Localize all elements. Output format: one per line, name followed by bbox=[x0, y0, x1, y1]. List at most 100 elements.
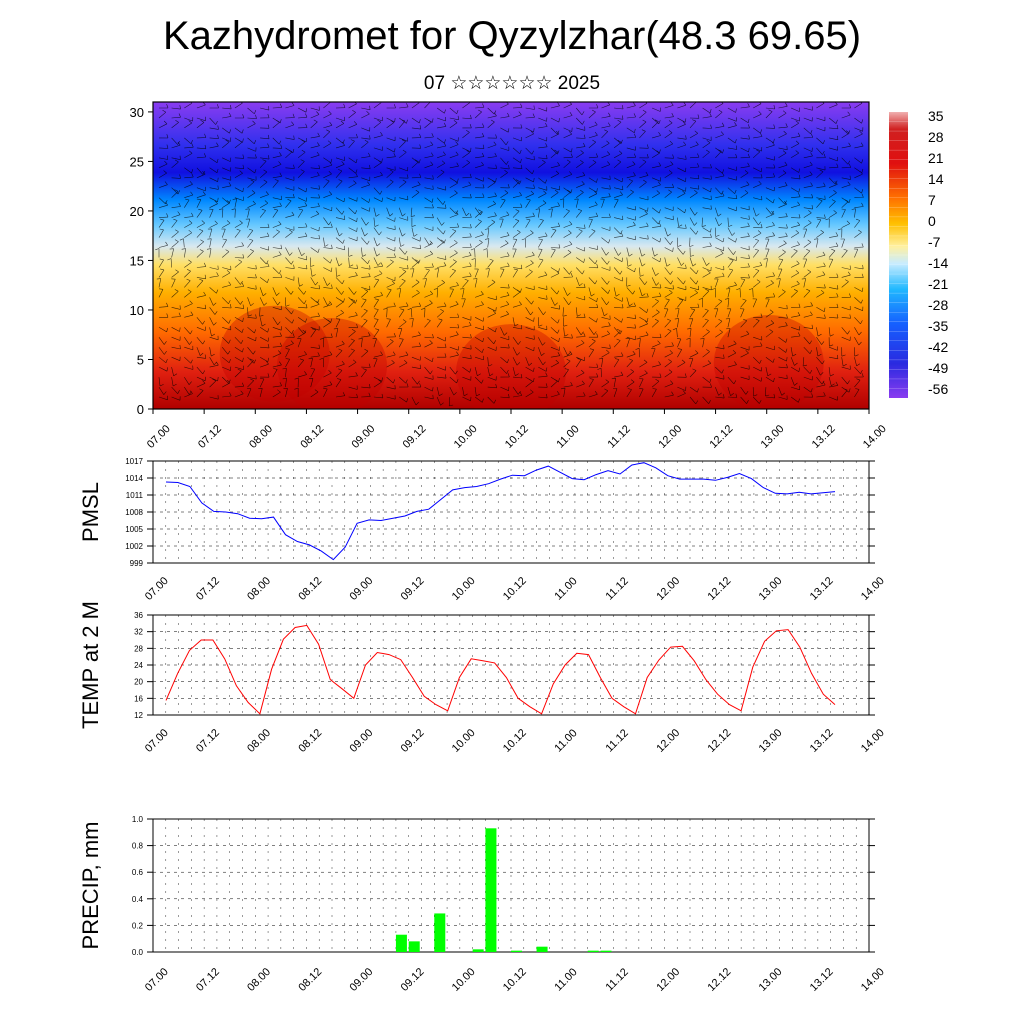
x-tick-label: 07.12 bbox=[196, 423, 224, 451]
colorbar-label: 35 bbox=[928, 108, 944, 124]
x-tick-label: 11.00 bbox=[554, 423, 581, 450]
precip-bar bbox=[408, 941, 420, 952]
pmsl-x-label: 11.00 bbox=[552, 575, 579, 602]
x-tick-label: 13.00 bbox=[759, 423, 787, 451]
precip-bar bbox=[395, 934, 407, 952]
warm-core-0 bbox=[219, 305, 330, 402]
x-tick-label: 12.12 bbox=[707, 423, 735, 451]
colorbar-label: 14 bbox=[928, 171, 944, 187]
precip-x-label: 12.12 bbox=[705, 966, 733, 994]
temp-x-label: 13.00 bbox=[757, 727, 785, 755]
pmsl-x-label: 10.00 bbox=[450, 575, 478, 603]
precip-panel: 0.0 0.2 0.4 0.6 0.8 1.0 07.00 07.12 08.00 08.12 09… bbox=[78, 815, 887, 994]
x-tick-label: 14.00 bbox=[861, 423, 889, 451]
wind-barb-paths bbox=[155, 102, 864, 407]
precip-x-label: 11.12 bbox=[603, 966, 630, 993]
pmsl-y-label: 1005 bbox=[125, 525, 143, 534]
precip-x-label: 09.00 bbox=[347, 966, 375, 994]
x-tick-label: 10.00 bbox=[452, 423, 480, 451]
heatmap-field bbox=[153, 102, 869, 409]
precip-y-label: 1.0 bbox=[132, 815, 144, 824]
pmsl-series-line bbox=[165, 462, 836, 561]
temp-y-label: 16 bbox=[134, 694, 143, 703]
y-tick-label: 25 bbox=[130, 154, 144, 169]
temp-ylabel: TEMP at 2 M bbox=[78, 601, 103, 729]
colorbar-label: -14 bbox=[928, 255, 948, 271]
temp-x-label: 07.00 bbox=[143, 727, 171, 755]
precip-y-label: 0.0 bbox=[132, 948, 144, 957]
y-tick-label: 30 bbox=[130, 105, 144, 120]
temp-x-label: 09.12 bbox=[399, 727, 427, 755]
pmsl-ylabel: PMSL bbox=[78, 482, 103, 542]
x-tick-label: 10.12 bbox=[503, 423, 531, 451]
x-tick-label: 09.12 bbox=[401, 423, 429, 451]
temp-y-label: 12 bbox=[134, 711, 143, 720]
pmsl-x-label: 12.00 bbox=[654, 575, 682, 603]
precip-x-label: 13.12 bbox=[808, 966, 836, 994]
pmsl-y-label: 1014 bbox=[125, 474, 143, 483]
precip-x-label: 10.00 bbox=[450, 966, 478, 994]
precip-x-label: 07.12 bbox=[194, 966, 222, 994]
pmsl-y-label: 1008 bbox=[125, 508, 143, 517]
precip-bar bbox=[434, 913, 446, 952]
temp-x-label: 12.00 bbox=[654, 727, 682, 755]
colorbar-label: -35 bbox=[928, 318, 948, 334]
temp-y-label: 36 bbox=[134, 611, 143, 620]
precip-bar bbox=[472, 949, 484, 952]
precip-y-label: 0.4 bbox=[132, 895, 144, 904]
temp-y-label: 24 bbox=[134, 661, 143, 670]
temp-x-label: 12.12 bbox=[705, 727, 733, 755]
temp-x-label: 10.12 bbox=[501, 727, 529, 755]
temp-2m-panel: 12 16 20 24 28 32 36 07.00 07.12 08.00 08.12 09.00 0… bbox=[78, 601, 887, 755]
x-tick-label: 07.00 bbox=[145, 423, 173, 451]
chart-title: Kazhydromet for Qyzylzhar(48.3 69.65) bbox=[162, 14, 862, 58]
pmsl-x-label: 12.12 bbox=[705, 575, 733, 603]
precip-y-label: 0.2 bbox=[132, 921, 144, 930]
precip-x-label: 14.00 bbox=[859, 966, 887, 994]
pmsl-x-label: 09.00 bbox=[347, 575, 375, 603]
temp-x-label: 08.12 bbox=[296, 727, 324, 755]
pmsl-x-label: 07.00 bbox=[143, 575, 171, 603]
temp-x-label: 10.00 bbox=[450, 727, 478, 755]
pmsl-x-label: 13.00 bbox=[757, 575, 785, 603]
temp-x-label: 09.00 bbox=[347, 727, 375, 755]
x-tick-label: 13.12 bbox=[810, 423, 838, 451]
colorbar-label: -7 bbox=[928, 234, 941, 250]
temp-series-line bbox=[165, 624, 836, 715]
precip-x-label: 10.12 bbox=[501, 966, 529, 994]
precip-x-label: 12.00 bbox=[654, 966, 682, 994]
y-tick-label: 15 bbox=[130, 253, 144, 268]
pmsl-x-label: 11.12 bbox=[603, 575, 630, 602]
x-tick-label: 12.00 bbox=[656, 423, 684, 451]
chart-subtitle: 07 ☆☆☆☆☆☆ 2025 bbox=[423, 73, 601, 94]
temp-x-label: 11.12 bbox=[603, 727, 630, 754]
temp-x-label: 14.00 bbox=[859, 727, 887, 755]
pmsl-x-label: 10.12 bbox=[501, 575, 529, 603]
x-tick-label: 08.00 bbox=[247, 423, 275, 451]
temperature-cross-section: 0 5 10 15 20 25 30 07.00 07.12 08.00 08.12 09.00 09.… bbox=[130, 101, 889, 451]
precip-y-label: 0.8 bbox=[132, 842, 144, 851]
y-tick-label: 20 bbox=[130, 204, 144, 219]
x-tick-label: 09.00 bbox=[349, 423, 377, 451]
precip-ylabel: PRECIP, mm bbox=[78, 822, 103, 950]
colorbar-label: 0 bbox=[928, 213, 936, 229]
y-tick-label: 5 bbox=[137, 352, 144, 367]
colorbar-label: -28 bbox=[928, 297, 948, 313]
pmsl-y-label: 999 bbox=[130, 559, 144, 568]
precip-bar bbox=[511, 950, 522, 952]
y-tick-label: 10 bbox=[130, 303, 144, 318]
colorbar-label: -21 bbox=[928, 276, 948, 292]
precip-x-label: 13.00 bbox=[757, 966, 785, 994]
precip-x-label: 08.00 bbox=[245, 966, 273, 994]
y-tick-label: 0 bbox=[137, 402, 144, 417]
colorbar-label: -56 bbox=[928, 381, 948, 397]
precip-x-label: 08.12 bbox=[296, 966, 324, 994]
precip-bar bbox=[536, 946, 548, 952]
colorbar-label: 21 bbox=[928, 150, 944, 166]
pmsl-y-label: 1017 bbox=[125, 457, 143, 466]
colorbar-label: -49 bbox=[928, 360, 948, 376]
temp-x-label: 13.12 bbox=[808, 727, 836, 755]
temp-x-label: 07.12 bbox=[194, 727, 222, 755]
pmsl-x-label: 14.00 bbox=[859, 575, 887, 603]
warm-core-1 bbox=[277, 318, 387, 409]
